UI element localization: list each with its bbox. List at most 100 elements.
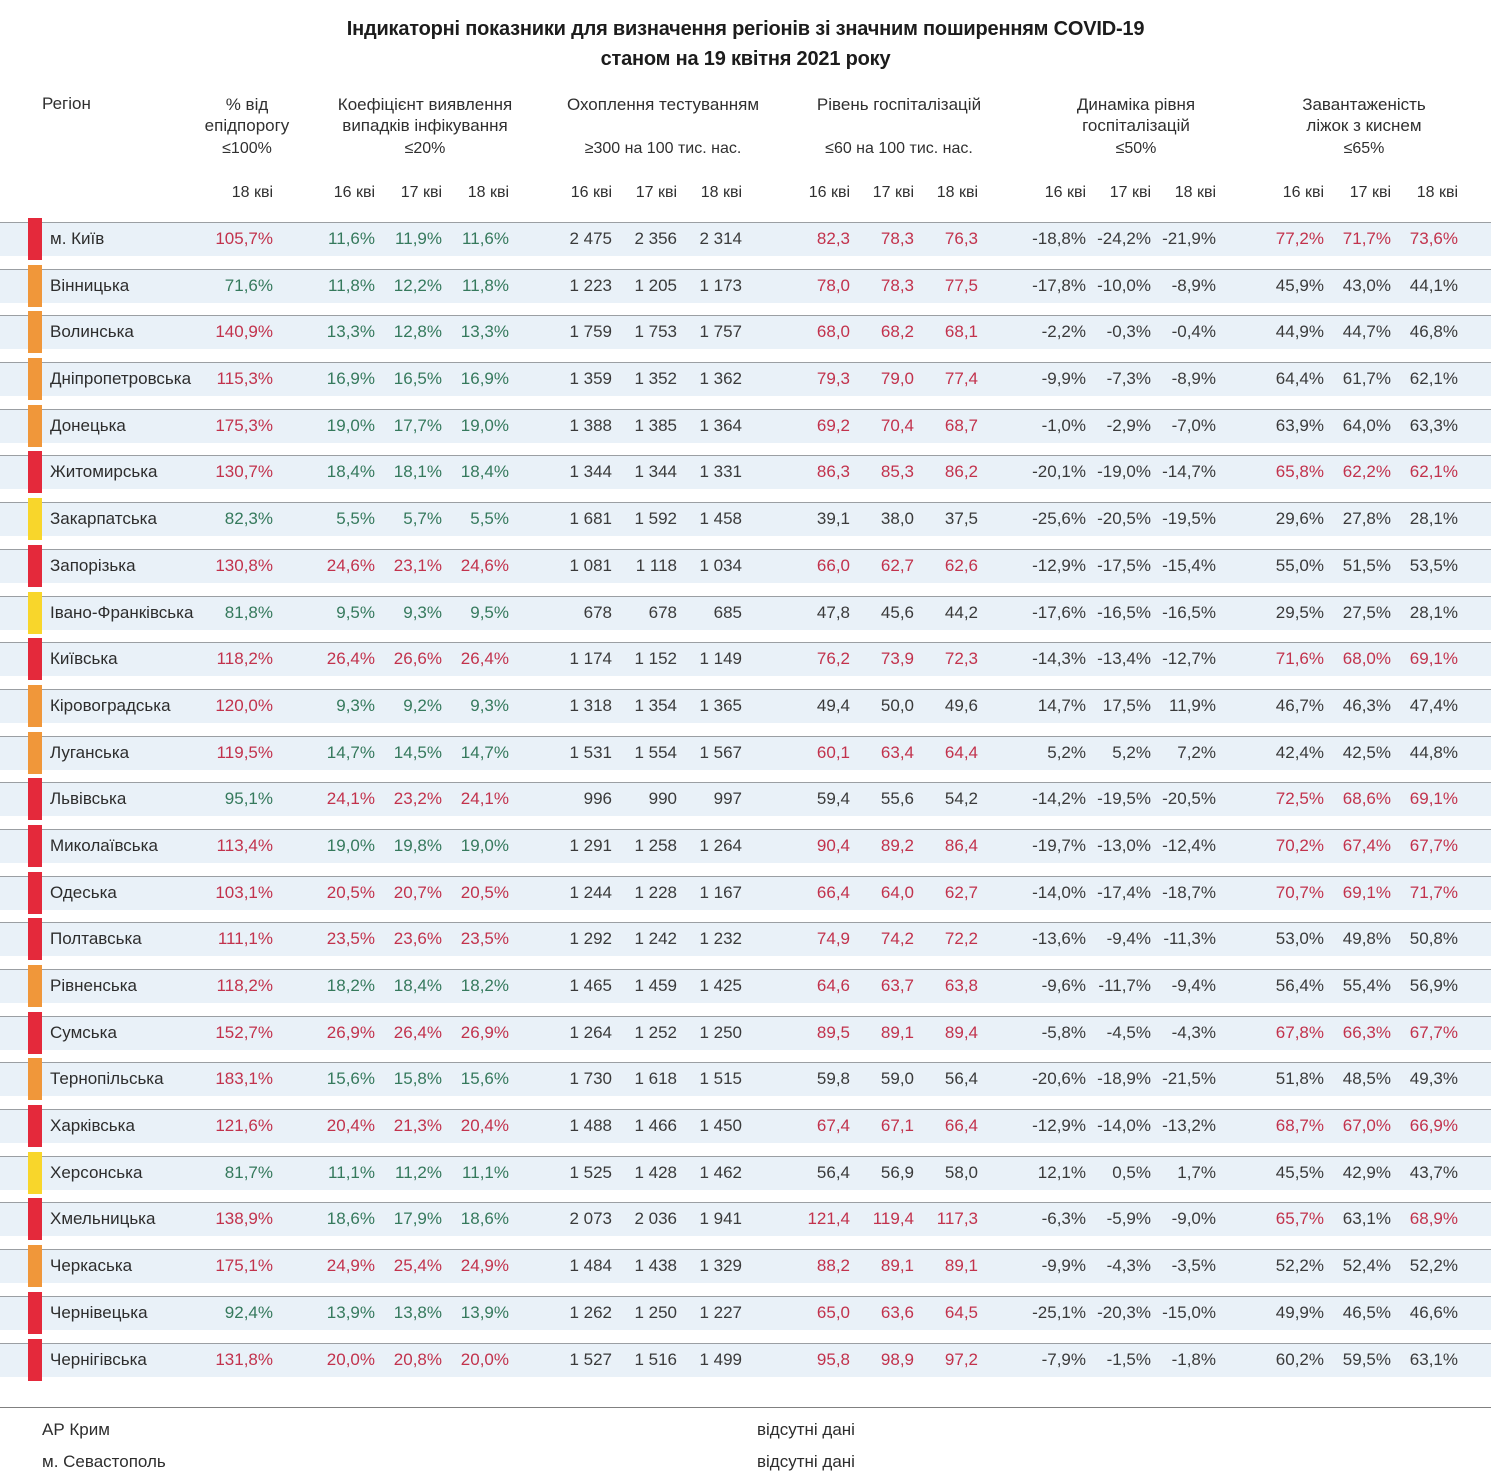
cell-epid: 121,6% xyxy=(215,1116,273,1136)
column-group-dyn-line: госпіталізацій xyxy=(1082,116,1190,135)
cell-test-16: 1 318 xyxy=(569,695,612,715)
column-group-oxy-line: Завантаженість xyxy=(1302,95,1426,114)
cell-oxy-18: 62,1% xyxy=(1409,369,1458,389)
cell-oxy-17: 64,0% xyxy=(1342,415,1391,435)
region-name: Кіровоградська xyxy=(50,695,171,715)
cell-koef-17: 23,2% xyxy=(393,789,442,809)
cell-hosp-16: 88,2 xyxy=(816,1256,850,1276)
cell-hosp-16: 95,8 xyxy=(816,1349,850,1369)
cell-hosp-18: 64,5 xyxy=(944,1302,978,1322)
cell-test-18: 1 329 xyxy=(699,1256,742,1276)
column-group-koef-line: випадків інфікування xyxy=(342,116,508,135)
table-row: Кіровоградська 120,0% 9,3% 9,2% 9,3% 1 318 1 3… xyxy=(0,684,1491,736)
cell-oxy-16: 46,7% xyxy=(1275,695,1324,715)
risk-level-indicator xyxy=(28,1011,42,1054)
cell-test-17: 1 228 xyxy=(634,882,677,902)
cell-oxy-17: 69,1% xyxy=(1342,882,1391,902)
cell-hosp-18: 63,8 xyxy=(944,976,978,995)
cell-test-16: 1 244 xyxy=(569,882,612,902)
cell-epid: 175,3% xyxy=(215,415,273,435)
cell-dyn-17: -18,9% xyxy=(1097,1069,1151,1089)
region-name: Рівненська xyxy=(50,976,138,995)
cell-koef-18: 19,0% xyxy=(460,835,509,855)
date-subheaders: 18 кві 16 кві 17 кві 18 кві 16 кві 17 кві 18 к… xyxy=(0,184,1491,202)
cell-hosp-18: 54,2 xyxy=(944,789,978,809)
cell-koef-16: 5,5% xyxy=(336,509,375,529)
cell-epid: 131,8% xyxy=(215,1349,273,1369)
cell-test-17: 1 354 xyxy=(634,695,677,715)
cell-oxy-18: 56,9% xyxy=(1409,976,1458,995)
cell-koef-17: 25,4% xyxy=(393,1256,442,1276)
row-band: Львівська 95,1% 24,1% 23,2% 24,1% 996 990 997 59… xyxy=(0,782,1491,817)
cell-test-18: 1 331 xyxy=(699,462,742,482)
table-row: Волинська 140,9% 13,3% 12,8% 13,3% 1 759 1 753… xyxy=(0,311,1491,362)
cell-koef-17: 17,9% xyxy=(393,1209,442,1229)
row-grid: Чернігівська 131,8% 20,0% 20,8% 20,0% 1 527 1 … xyxy=(0,1344,1491,1376)
cell-epid: 95,1% xyxy=(224,789,273,809)
cell-dyn-17: -2,9% xyxy=(1106,415,1151,435)
cell-oxy-17: 51,5% xyxy=(1342,555,1391,575)
region-name: Дніпропетровська xyxy=(50,369,192,389)
cell-test-16: 1 223 xyxy=(569,275,612,295)
cell-hosp-17: 89,1 xyxy=(880,1022,914,1042)
cell-hosp-17: 79,0 xyxy=(880,369,914,389)
cell-test-16: 1 525 xyxy=(569,1162,612,1182)
cell-hosp-16: 89,5 xyxy=(816,1022,850,1042)
cell-oxy-18: 44,8% xyxy=(1409,742,1458,762)
cell-koef-18: 18,6% xyxy=(460,1209,509,1229)
cell-test-18: 1 365 xyxy=(699,695,742,715)
row-band: Київська 118,2% 26,4% 26,6% 26,4% 1 174 1 152 1… xyxy=(0,642,1491,677)
region-name: АР Крим xyxy=(42,1420,110,1440)
cell-oxy-16: 53,0% xyxy=(1275,929,1324,949)
cell-test-17: 1 352 xyxy=(634,369,677,389)
cell-dyn-17: -16,5% xyxy=(1097,602,1151,622)
cell-epid: 113,4% xyxy=(216,835,273,855)
cell-hosp-16: 59,4 xyxy=(816,789,850,809)
risk-level-indicator xyxy=(28,918,42,961)
row-grid: Херсонська 81,7% 11,1% 11,2% 11,1% 1 525 1 428… xyxy=(0,1157,1491,1189)
risk-level-indicator xyxy=(28,311,42,354)
cell-dyn-17: -0,3% xyxy=(1106,322,1151,342)
cell-dyn-17: -4,3% xyxy=(1106,1256,1151,1276)
risk-level-indicator xyxy=(28,638,42,681)
risk-level-indicator xyxy=(28,404,42,447)
cell-oxy-17: 66,3% xyxy=(1342,1022,1391,1042)
row-grid: Львівська 95,1% 24,1% 23,2% 24,1% 996 990 997 59… xyxy=(0,783,1491,815)
row-grid: Донецька 175,3% 19,0% 17,7% 19,0% 1 388 1 385 1… xyxy=(0,410,1491,442)
cell-epid: 175,1% xyxy=(215,1256,273,1276)
cell-epid: 120,0% xyxy=(215,695,273,715)
cell-test-16: 996 xyxy=(583,789,612,809)
cell-koef-17: 12,8% xyxy=(393,322,442,342)
cell-koef-18: 5,5% xyxy=(470,509,509,529)
cell-hosp-17: 62,7 xyxy=(880,555,914,575)
cell-oxy-18: 28,1% xyxy=(1409,602,1458,622)
cell-oxy-18: 66,9% xyxy=(1409,1116,1458,1136)
cell-hosp-18: 66,4 xyxy=(944,1116,978,1136)
cell-dyn-17: -9,4% xyxy=(1106,929,1151,949)
cell-test-17: 2 356 xyxy=(634,229,677,248)
row-band: Житомирська 130,7% 18,4% 18,1% 18,4% 1 344 1 3… xyxy=(0,455,1491,490)
cell-epid: 71,6% xyxy=(224,275,273,295)
cell-hosp-17: 67,1 xyxy=(880,1116,914,1136)
cell-test-18: 1 499 xyxy=(699,1349,742,1369)
cell-hosp-18: 56,4 xyxy=(944,1069,978,1089)
cell-oxy-17: 46,3% xyxy=(1342,695,1391,715)
table-row: м. Київ 105,7% 11,6% 11,9% 11,6% 2 475 2 356 2 … xyxy=(0,218,1491,269)
cell-dyn-18: -21,9% xyxy=(1162,229,1216,248)
no-data-row: м. Севастополь відсутні дані xyxy=(0,1446,1491,1478)
region-name: Вінницька xyxy=(50,275,130,295)
cell-oxy-18: 53,5% xyxy=(1409,555,1458,575)
cell-dyn-16: -18,8% xyxy=(1032,229,1086,248)
cell-oxy-17: 59,5% xyxy=(1342,1349,1391,1369)
column-group-epid-line: % від xyxy=(225,95,269,114)
cell-dyn-17: -1,5% xyxy=(1106,1349,1151,1369)
cell-oxy-18: 28,1% xyxy=(1409,509,1458,529)
cell-koef-16: 23,5% xyxy=(326,929,375,949)
cell-hosp-17: 89,2 xyxy=(880,835,914,855)
cell-koef-17: 13,8% xyxy=(393,1302,442,1322)
cell-hosp-16: 121,4 xyxy=(807,1209,850,1229)
cell-dyn-16: -20,1% xyxy=(1032,462,1086,482)
cell-hosp-17: 89,1 xyxy=(880,1256,914,1276)
table-row: Донецька 175,3% 19,0% 17,7% 19,0% 1 388 1 385 1… xyxy=(0,404,1491,456)
cell-dyn-16: -20,6% xyxy=(1032,1069,1086,1089)
